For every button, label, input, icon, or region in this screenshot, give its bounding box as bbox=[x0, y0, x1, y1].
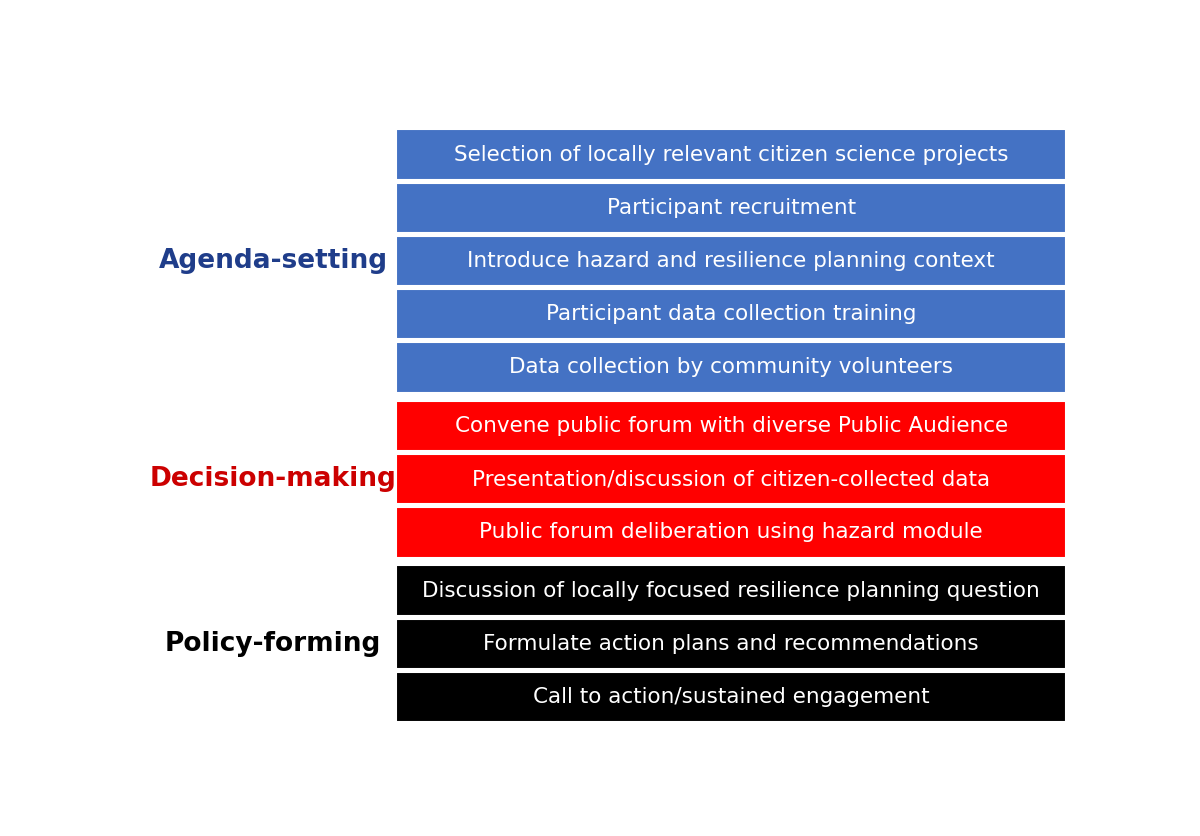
Text: Agenda-setting: Agenda-setting bbox=[158, 248, 388, 274]
Text: Presentation/discussion of citizen-collected data: Presentation/discussion of citizen-colle… bbox=[472, 469, 990, 489]
FancyBboxPatch shape bbox=[396, 400, 1066, 451]
FancyBboxPatch shape bbox=[396, 236, 1066, 286]
Text: Introduce hazard and resilience planning context: Introduce hazard and resilience planning… bbox=[468, 251, 995, 271]
FancyBboxPatch shape bbox=[396, 565, 1066, 616]
Text: Policy-forming: Policy-forming bbox=[166, 631, 382, 657]
Text: Selection of locally relevant citizen science projects: Selection of locally relevant citizen sc… bbox=[454, 145, 1008, 165]
Text: Participant recruitment: Participant recruitment bbox=[607, 198, 856, 217]
FancyBboxPatch shape bbox=[396, 454, 1066, 504]
FancyBboxPatch shape bbox=[396, 130, 1066, 180]
FancyBboxPatch shape bbox=[396, 672, 1066, 722]
FancyBboxPatch shape bbox=[396, 507, 1066, 558]
Text: Discussion of locally focused resilience planning question: Discussion of locally focused resilience… bbox=[422, 581, 1040, 601]
Text: Data collection by community volunteers: Data collection by community volunteers bbox=[509, 358, 953, 378]
Text: Public forum deliberation using hazard module: Public forum deliberation using hazard m… bbox=[480, 522, 983, 543]
Text: Convene public forum with diverse Public Audience: Convene public forum with diverse Public… bbox=[455, 415, 1008, 436]
FancyBboxPatch shape bbox=[396, 289, 1066, 339]
Text: Decision-making: Decision-making bbox=[150, 466, 397, 492]
Text: Formulate action plans and recommendations: Formulate action plans and recommendatio… bbox=[484, 634, 979, 654]
Text: Call to action/sustained engagement: Call to action/sustained engagement bbox=[533, 687, 930, 707]
FancyBboxPatch shape bbox=[396, 182, 1066, 233]
FancyBboxPatch shape bbox=[396, 342, 1066, 393]
Text: Participant data collection training: Participant data collection training bbox=[546, 304, 917, 324]
FancyBboxPatch shape bbox=[396, 619, 1066, 669]
